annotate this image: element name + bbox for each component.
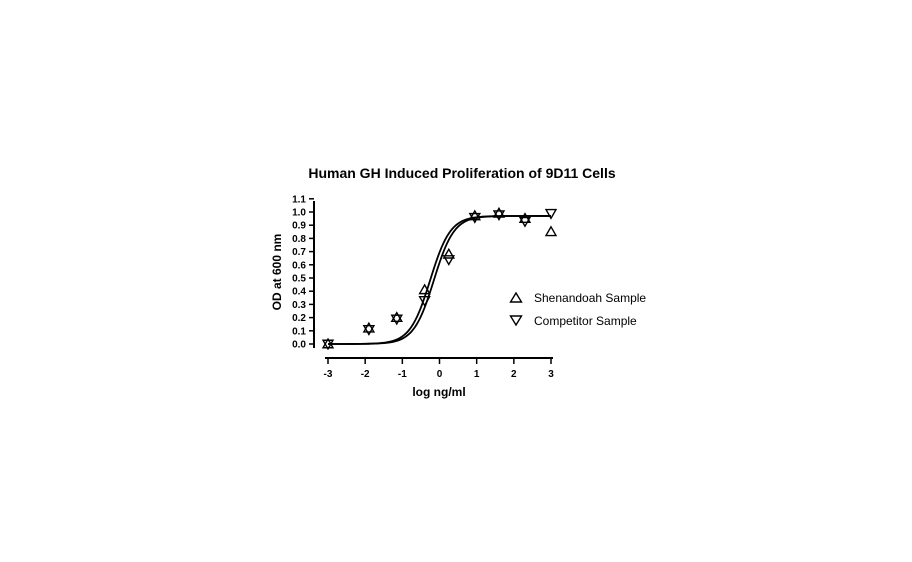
fit-curve-shenandoah (328, 215, 551, 345)
x-tick-label: 1 (474, 369, 480, 380)
data-point-competitor (468, 212, 482, 224)
legend-label-shenandoah: Shenandoah Sample (534, 291, 646, 305)
legend: Shenandoah Sample Competitor Sample (509, 291, 646, 328)
y-tick-label: 0.5 (292, 274, 306, 285)
y-tick-label: 0.0 (292, 340, 306, 351)
data-point-shenandoah (418, 283, 431, 295)
data-point-shenandoah (468, 209, 482, 221)
x-tick-label: -1 (398, 369, 407, 380)
data-point-competitor (390, 314, 403, 326)
y-axis: 0.0 0.1 0.2 0.3 0.4 0.5 0.6 0.7 0.8 0.9 1.0 1.1 (292, 194, 315, 351)
legend-item-shenandoah: Shenandoah Sample (509, 291, 646, 305)
x-tick-label: -3 (324, 369, 333, 380)
fit-curves (328, 215, 551, 345)
data-point-competitor (321, 339, 335, 351)
fit-curve-competitor (328, 215, 551, 345)
y-tick-label: 1.0 (292, 208, 306, 219)
x-tick-label: 2 (511, 369, 517, 380)
x-axis-label: log ng/ml (412, 385, 465, 399)
x-tick-label: 0 (437, 369, 443, 380)
y-tick-label: 0.9 (292, 221, 306, 232)
legend-marker-triangle-down (509, 315, 523, 327)
data-point-shenandoah (544, 225, 558, 237)
legend-label-competitor: Competitor Sample (534, 314, 637, 328)
y-tick-label: 0.6 (292, 260, 306, 271)
data-point-competitor (544, 208, 558, 220)
y-tick-label: 0.8 (292, 234, 306, 245)
x-axis: -3 -2 -1 0 1 2 3 (324, 357, 554, 380)
y-tick-label: 0.4 (292, 287, 306, 298)
legend-marker-triangle-up (509, 291, 523, 303)
data-point-competitor (518, 216, 532, 228)
data-point-competitor (418, 295, 431, 307)
legend-item-competitor: Competitor Sample (509, 314, 637, 328)
y-axis-label: OD at 600 nm (270, 234, 284, 311)
chart-title: Human GH Induced Proliferation of 9D11 C… (308, 165, 615, 181)
data-point-competitor (362, 325, 376, 336)
y-tick-label: 0.7 (292, 247, 306, 258)
data-point-shenandoah (492, 206, 506, 218)
data-point-competitor (492, 210, 506, 222)
y-tick-label: 1.1 (292, 194, 306, 205)
data-point-shenandoah (390, 311, 403, 323)
x-tick-label: 3 (548, 369, 554, 380)
data-point-competitor (442, 255, 455, 266)
y-tick-label: 0.3 (292, 300, 306, 311)
data-point-shenandoah (362, 321, 376, 333)
data-points (321, 206, 558, 351)
x-tick-label: -2 (361, 369, 370, 380)
y-tick-label: 0.1 (292, 326, 306, 337)
y-tick-label: 0.2 (292, 313, 306, 324)
data-point-shenandoah (442, 247, 455, 259)
